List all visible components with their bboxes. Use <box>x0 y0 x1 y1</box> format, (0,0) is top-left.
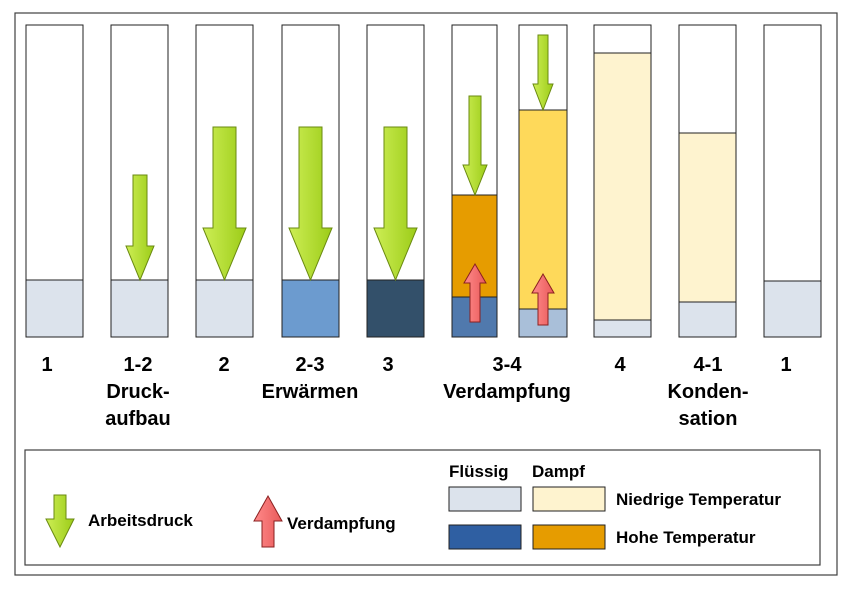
liquid-fill <box>25 279 84 338</box>
vapor-fill <box>678 132 737 303</box>
step-label: 1-2 <box>124 354 153 376</box>
liquid-fill <box>366 279 425 338</box>
pressure-arrow-icon <box>462 95 488 197</box>
cylinder-4 <box>593 24 652 338</box>
cylinder-1-2 <box>110 24 169 338</box>
pressure-arrow-icon <box>288 126 333 282</box>
legend-evaporation-label: Verdampfung <box>287 514 396 533</box>
cylinder-4-1 <box>678 24 737 338</box>
legend: Arbeitsdruck Verdampfung Flüssig Dampf N… <box>24 449 821 566</box>
step-label: 4 <box>614 354 626 376</box>
pressure-arrow-icon <box>125 174 155 282</box>
swatch-liquid-low <box>448 486 522 512</box>
pressure-arrow-icon <box>373 126 418 282</box>
swatch-liquid-high <box>448 524 522 550</box>
legend-liquid-header: Flüssig <box>449 462 509 481</box>
liquid-fill <box>281 279 340 338</box>
cylinder-3-4b <box>518 24 568 338</box>
step-caption: Verdampfung <box>443 381 571 403</box>
step-caption: Erwärmen <box>262 381 359 403</box>
step-label: 3-4 <box>493 354 523 376</box>
legend-frame <box>24 449 821 566</box>
cylinder-3-4a <box>451 24 498 338</box>
step-label: 2 <box>218 354 229 376</box>
pressure-arrow-icon <box>45 494 75 549</box>
step-caption: sation <box>679 408 738 430</box>
legend-vapor-header: Dampf <box>532 462 585 481</box>
step-label: 1 <box>41 354 52 376</box>
legend-pressure-label: Arbeitsdruck <box>88 511 193 530</box>
step-label: 4-1 <box>694 354 723 376</box>
liquid-fill <box>110 279 169 338</box>
vapor-fill <box>593 52 652 321</box>
evaporation-arrow-icon <box>463 263 487 323</box>
step-caption: Konden- <box>667 381 748 403</box>
step-label: 2-3 <box>296 354 325 376</box>
cylinder-3 <box>366 24 425 338</box>
legend-low-temp-label: Niedrige Temperatur <box>616 490 781 509</box>
cylinder-1-end <box>763 24 822 338</box>
evaporation-arrow-icon <box>253 494 283 548</box>
cylinder-2-3 <box>281 24 340 338</box>
pressure-arrow-icon <box>202 126 247 282</box>
step-label: 3 <box>382 354 393 376</box>
swatch-vapor-high <box>532 524 606 550</box>
step-caption: Druck- <box>106 381 169 403</box>
liquid-fill <box>593 319 652 338</box>
step-label: 1 <box>780 354 791 376</box>
liquid-fill <box>763 280 822 338</box>
liquid-fill <box>195 279 254 338</box>
pressure-arrow-icon <box>532 34 554 112</box>
liquid-fill <box>678 301 737 338</box>
legend-high-temp-label: Hohe Temperatur <box>616 528 756 547</box>
step-caption: aufbau <box>105 408 171 430</box>
evaporation-arrow-icon <box>531 273 555 326</box>
cylinder-1 <box>25 24 84 338</box>
swatch-vapor-low <box>532 486 606 512</box>
cylinder-2 <box>195 24 254 338</box>
